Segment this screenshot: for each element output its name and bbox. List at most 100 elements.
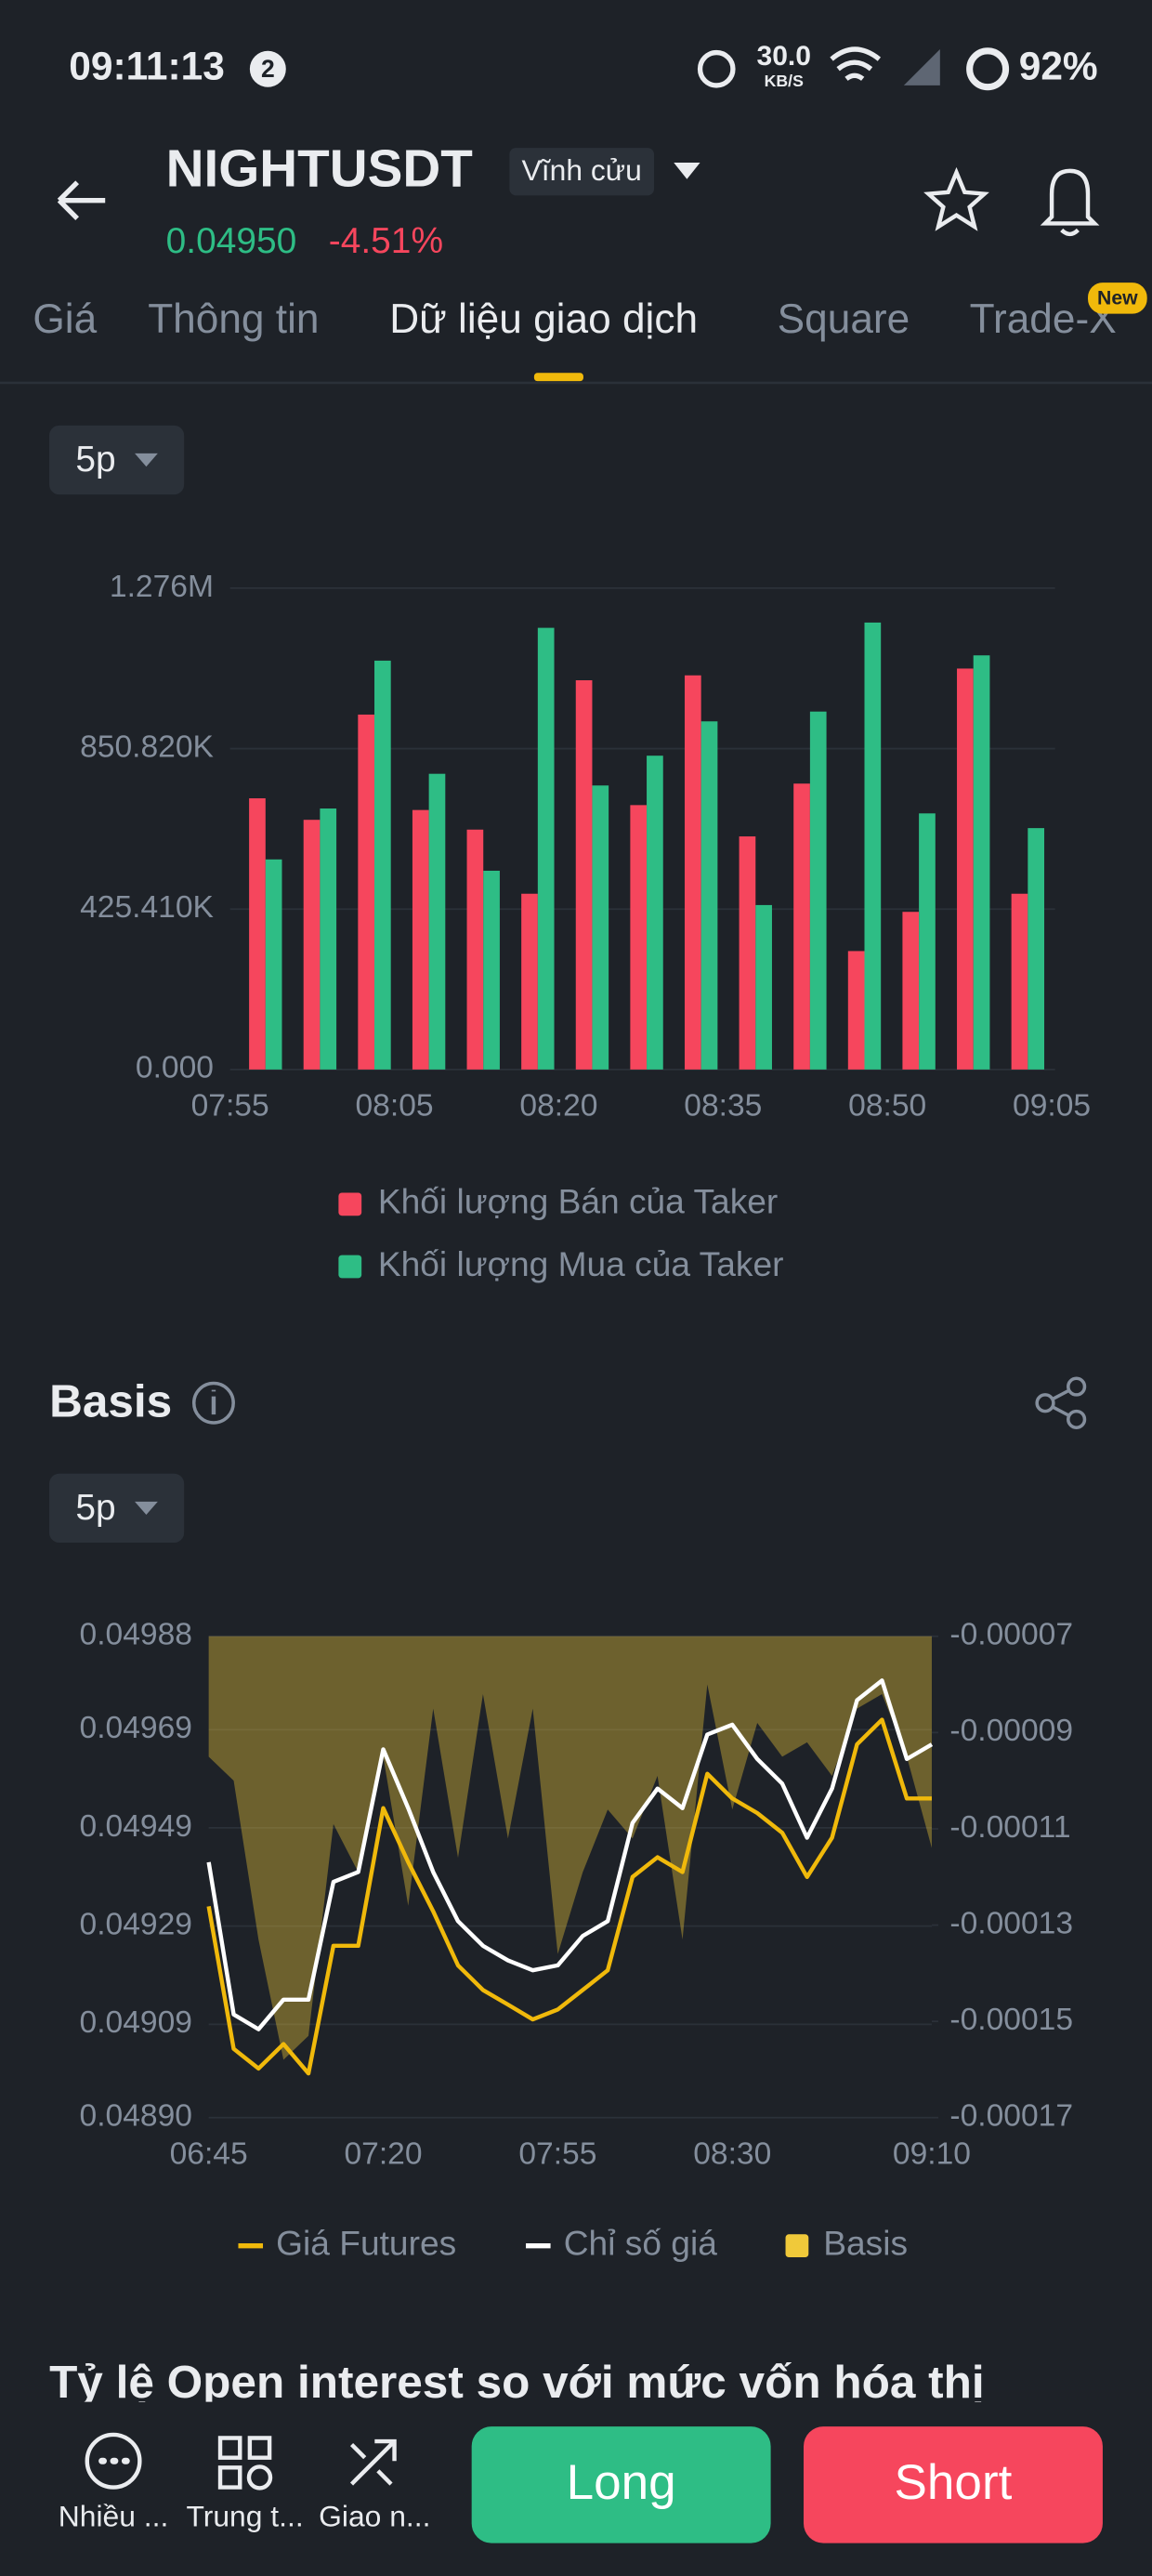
- signal-icon: [903, 49, 940, 85]
- legend-label: Khối lượng Bán của Taker: [378, 1182, 778, 1221]
- bar: [700, 721, 718, 1070]
- y2-tick-label: -0.00017: [949, 2099, 1073, 2134]
- new-badge: [1088, 283, 1147, 314]
- bar: [575, 680, 593, 1070]
- basis-area: [208, 1636, 932, 2060]
- battery-icon: [966, 47, 1010, 91]
- tab[interactable]: Thông tin: [148, 296, 319, 342]
- bar: [358, 714, 375, 1070]
- share-dot: [1067, 1409, 1087, 1430]
- nav-label[interactable]: Trung t...: [186, 2500, 303, 2533]
- bar: [1028, 828, 1045, 1070]
- x-tick-label: 09:05: [1013, 1088, 1091, 1123]
- contract-dropdown[interactable]: [674, 163, 700, 179]
- y-tick-label: 0.000: [136, 1051, 214, 1085]
- contract-chip[interactable]: [509, 148, 655, 196]
- legend-label: Giá Futures: [276, 2223, 456, 2262]
- trade-icon[interactable]: [349, 2438, 397, 2486]
- tab[interactable]: Square: [778, 296, 910, 342]
- x-tick-label: 08:50: [848, 1088, 926, 1123]
- price-change: -4.51%: [329, 221, 443, 261]
- bar: [537, 627, 555, 1070]
- legend-label: Chỉ số giá: [564, 2223, 717, 2262]
- bar: [793, 783, 810, 1070]
- bar: [647, 756, 663, 1070]
- y-tick-label: 0.04929: [80, 1908, 192, 1942]
- bar: [374, 660, 391, 1070]
- nav-label[interactable]: Giao n...: [319, 2500, 430, 2533]
- info-icon[interactable]: [191, 1381, 235, 1425]
- long-button[interactable]: [471, 2426, 771, 2543]
- share-dot: [1035, 1393, 1055, 1413]
- y2-tick-label: -0.00013: [949, 1906, 1073, 1940]
- y2-tick-label: -0.00009: [949, 1714, 1073, 1748]
- x-tick-label: 09:10: [893, 2136, 971, 2171]
- x-tick-label: 06:45: [170, 2136, 248, 2171]
- bar: [739, 836, 756, 1070]
- last-price: 0.04950: [166, 221, 297, 261]
- bar: [412, 809, 429, 1070]
- y2-tick-label: -0.00007: [949, 1618, 1073, 1652]
- interval-caret: [135, 453, 158, 467]
- x-tick-label: 07:55: [518, 2136, 596, 2171]
- nav-label[interactable]: Nhiều ...: [59, 2500, 169, 2533]
- bar: [466, 829, 484, 1070]
- short-label: Short: [895, 2455, 1013, 2510]
- bar: [592, 785, 609, 1070]
- x-tick-label: 08:35: [684, 1088, 762, 1123]
- interval-select[interactable]: [49, 1473, 185, 1544]
- notification-count: 2: [261, 55, 275, 83]
- bar: [320, 808, 337, 1070]
- bar: [428, 773, 446, 1070]
- favorite-button[interactable]: [923, 166, 989, 231]
- tab[interactable]: Giá: [33, 296, 97, 342]
- interval-select[interactable]: [49, 425, 185, 495]
- taker-volume-chart: 0.000 425.410K 850.820K 1.276M 07:55 08:05 08:…: [80, 570, 1091, 1283]
- x-tick-label: 07:20: [344, 2136, 422, 2171]
- symbol: NIGHTUSDT: [166, 139, 473, 198]
- new-badge-text: New: [1097, 287, 1138, 309]
- bar: [809, 711, 827, 1070]
- short-button[interactable]: [803, 2426, 1103, 2543]
- interval-label: 5p: [75, 1488, 115, 1528]
- bar: [847, 951, 865, 1070]
- y-tick-label: 0.04969: [80, 1711, 192, 1745]
- bar: [684, 675, 701, 1070]
- back-button[interactable]: [57, 180, 106, 221]
- long-label: Long: [567, 2455, 676, 2510]
- series-line: [206, 1678, 934, 2031]
- bar: [902, 912, 920, 1070]
- bar: [1011, 893, 1028, 1070]
- interval-caret: [135, 1501, 158, 1515]
- y-tick-label: 0.04890: [80, 2099, 192, 2134]
- bar: [973, 655, 990, 1070]
- status-time: 09:11:13: [69, 44, 225, 87]
- more-icon[interactable]: [85, 2432, 142, 2490]
- y-tick-label: 0.04949: [80, 1809, 192, 1844]
- battery-level: 92%: [1019, 44, 1098, 87]
- center-icon[interactable]: [217, 2436, 272, 2490]
- alert-button[interactable]: [1040, 168, 1100, 237]
- bar: [957, 668, 974, 1070]
- bar: [919, 813, 936, 1070]
- y2-tick-label: -0.00011: [949, 1810, 1070, 1845]
- tab-active[interactable]: Dữ liệu giao dịch: [389, 296, 698, 342]
- bar: [755, 904, 772, 1070]
- wifi-icon: [830, 46, 882, 82]
- contract-type: Vĩnh cửu: [522, 153, 642, 187]
- bar: [303, 820, 321, 1070]
- center-icon-circle: [246, 2464, 273, 2491]
- y2-tick-label: -0.00015: [949, 2003, 1073, 2037]
- x-tick-label: 08:05: [356, 1088, 434, 1123]
- y-tick-label: 1.276M: [110, 570, 214, 604]
- bar: [249, 798, 266, 1070]
- x-tick-label: 07:55: [191, 1088, 269, 1123]
- y-tick-label: 425.410K: [80, 890, 214, 925]
- legend-swatch: [338, 1255, 362, 1279]
- tab-indicator: [533, 373, 583, 382]
- legend-swatch: [785, 2234, 809, 2258]
- section-title: Basis: [49, 1376, 172, 1427]
